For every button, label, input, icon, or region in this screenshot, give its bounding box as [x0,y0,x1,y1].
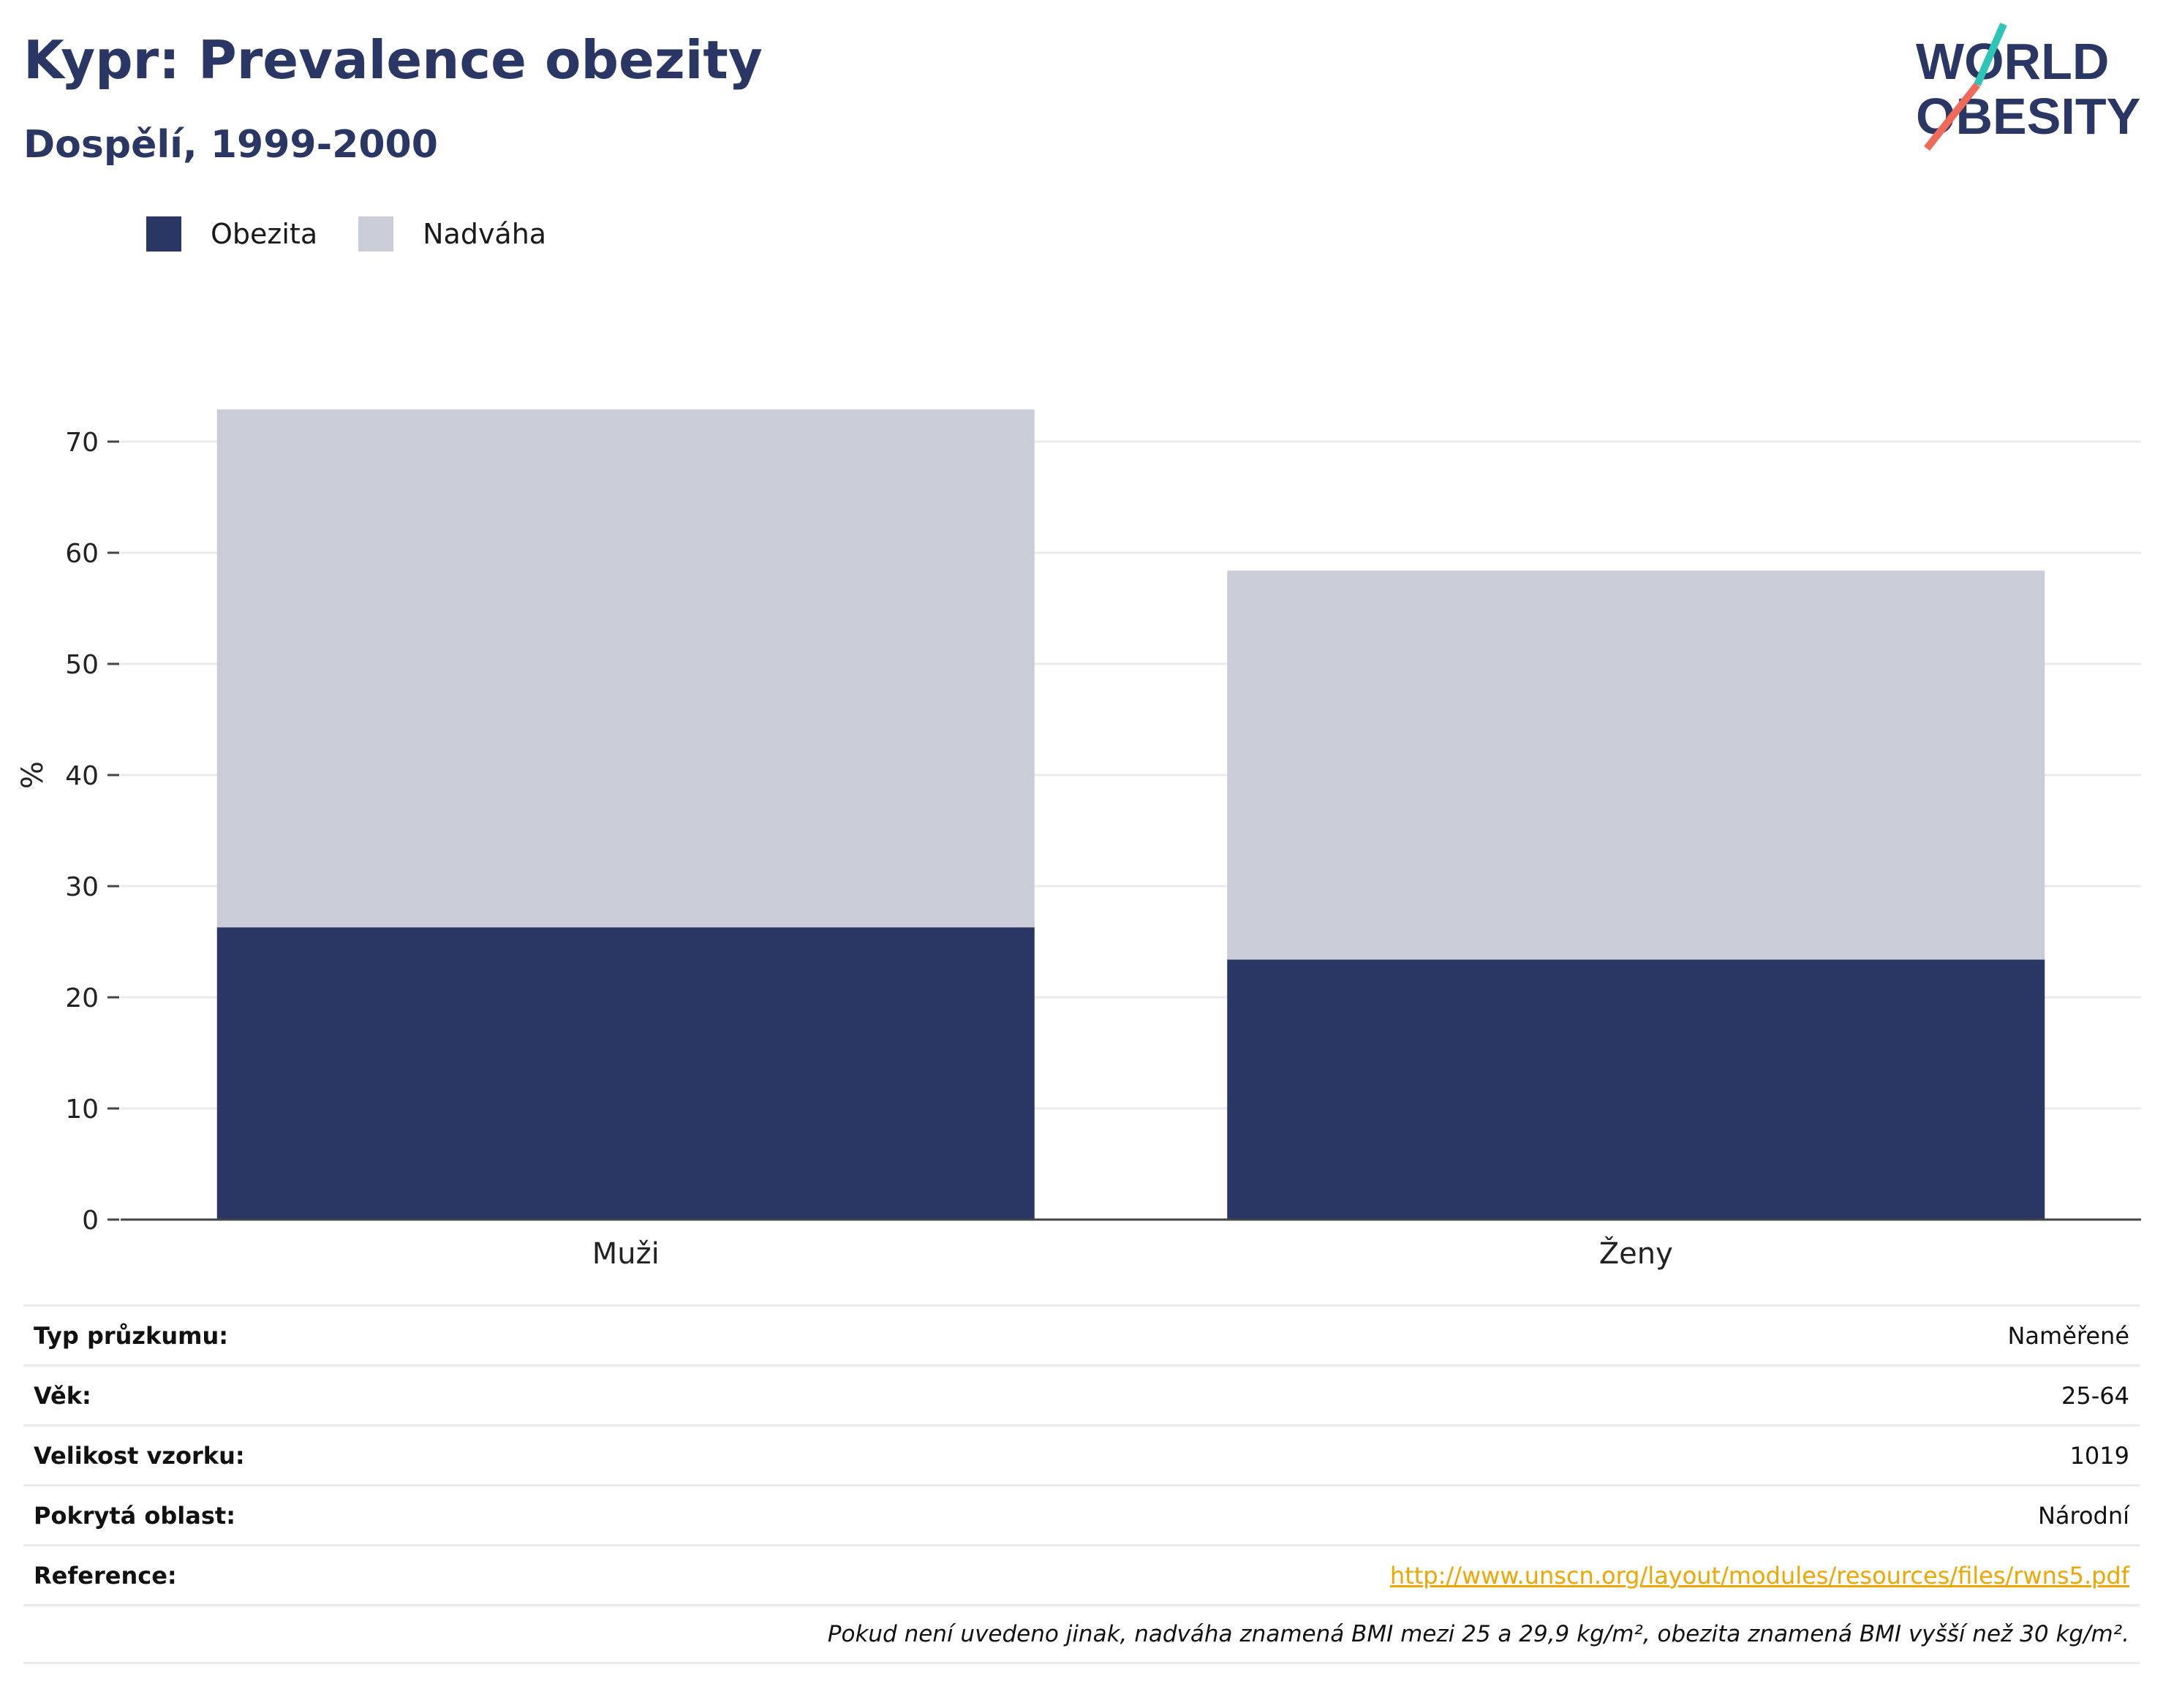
y-tick-label: 70 [65,428,99,458]
bar-obezita-0 [216,927,1035,1220]
info-row-survey-type: Typ průzkumu: Naměřené [23,1304,2140,1364]
info-label: Velikost vzorku: [34,1441,245,1470]
info-label: Věk: [34,1381,91,1410]
y-tick-label: 0 [82,1206,99,1236]
y-tick-label: 20 [65,983,99,1013]
y-tick-label: 60 [65,539,99,569]
info-row-reference: Reference: http://www.unscn.org/layout/m… [23,1544,2140,1604]
chart-legend: Obezita Nadváha [146,216,587,252]
info-row-coverage: Pokrytá oblast: Národní [23,1484,2140,1544]
stacked-bar-chart: 0 10 20 30 40 50 60 70% Muži Ženy [16,409,2141,1271]
logo-text-world: WORLD [1916,33,2109,90]
reference-link[interactable]: http://www.unscn.org/layout/modules/reso… [1389,1561,2129,1590]
bar-nadvaha-0 [216,409,1035,928]
legend-label-nadvaha: Nadváha [423,218,547,250]
y-tick-label: 50 [65,650,99,680]
info-label: Typ průzkumu: [34,1321,229,1350]
legend-item-nadvaha: Nadváha [358,216,546,252]
y-tick-label: 10 [65,1095,99,1125]
logo-accent-coral [1924,82,1980,151]
info-value: Naměřené [2007,1321,2129,1350]
info-label: Reference: [34,1561,177,1590]
bar-nadvaha-1 [1227,570,2045,960]
info-value: 1019 [2069,1441,2129,1470]
y-tick-label: 40 [65,761,99,791]
logo-accent-teal [1974,23,2007,86]
world-obesity-logo: WORLD OBESITY [1916,23,2140,151]
x-tick-label: Ženy [1599,1236,1673,1271]
definition-note: Pokud není uvedeno jinak, nadváha znamen… [23,1604,2140,1664]
chart-subtitle: Dospělí, 1999-2000 [23,123,438,167]
chart-title: Kypr: Prevalence obezity [23,29,763,91]
legend-swatch-nadvaha [358,216,394,252]
info-row-sample-size: Velikost vzorku: 1019 [23,1424,2140,1484]
info-value: 25-64 [2061,1381,2129,1410]
info-label: Pokrytá oblast: [34,1501,235,1530]
info-value: Národní [2037,1501,2129,1530]
bar-obezita-1 [1227,959,2045,1220]
legend-item-obezita: Obezita [146,216,317,252]
x-tick-label: Muži [592,1237,660,1271]
info-row-age: Věk: 25-64 [23,1364,2140,1424]
legend-swatch-obezita [146,216,181,252]
y-axis-title: % [16,761,50,789]
legend-label-obezita: Obezita [211,218,318,250]
y-tick-label: 30 [65,872,99,902]
survey-info-table: Typ průzkumu: Naměřené Věk: 25-64 Veliko… [23,1304,2140,1664]
